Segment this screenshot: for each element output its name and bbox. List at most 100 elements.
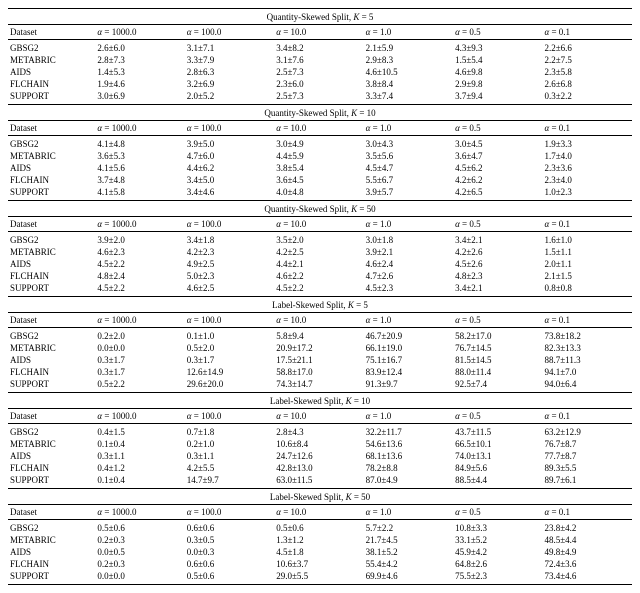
- cell-value: 1.0±2.3: [542, 186, 632, 201]
- alpha-value: 1.0: [380, 315, 391, 325]
- cell-value: 4.1±5.8: [95, 186, 184, 201]
- cell-value: 45.9±4.2: [453, 546, 542, 558]
- cell-value: 2.8±4.3: [274, 424, 363, 439]
- cell-value: 3.3±7.4: [364, 90, 453, 105]
- cell-value: 92.5±7.4: [453, 378, 542, 393]
- cell-value: 3.4±5.0: [185, 174, 274, 186]
- cell-value: 1.4±5.3: [95, 66, 184, 78]
- cell-value: 83.9±12.4: [364, 366, 453, 378]
- alpha-value: 10.0: [291, 315, 307, 325]
- cell-value: 29.6±20.0: [185, 378, 274, 393]
- table-row: GBSG22.6±6.03.1±7.13.4±8.22.1±5.94.3±9.3…: [8, 40, 632, 55]
- cell-value: 1.9±4.6: [95, 78, 184, 90]
- cell-value: 68.1±13.6: [364, 450, 453, 462]
- dataset-name: METABRIC: [8, 150, 95, 162]
- dataset-name: SUPPORT: [8, 90, 95, 105]
- cell-value: 4.2±2.3: [185, 246, 274, 258]
- dataset-name: SUPPORT: [8, 378, 95, 393]
- cell-value: 4.6±10.5: [364, 66, 453, 78]
- cell-value: 0.1±0.4: [95, 474, 184, 489]
- cell-value: 3.4±8.2: [274, 40, 363, 55]
- cell-value: 3.7±9.4: [453, 90, 542, 105]
- cell-value: 4.3±9.3: [453, 40, 542, 55]
- col-header-alpha: α = 10.0: [274, 217, 363, 232]
- cell-value: 0.7±1.8: [185, 424, 274, 439]
- dataset-name: FLCHAIN: [8, 366, 95, 378]
- col-header-alpha: α = 1.0: [364, 505, 453, 520]
- cell-value: 4.6±2.3: [95, 246, 184, 258]
- cell-value: 2.3±5.8: [542, 66, 632, 78]
- cell-value: 0.3±1.7: [185, 354, 274, 366]
- cell-value: 82.3±13.3: [542, 342, 632, 354]
- col-header-alpha: α = 10.0: [274, 505, 363, 520]
- col-header-alpha: α = 0.1: [542, 409, 632, 424]
- col-header-dataset: Dataset: [8, 121, 95, 136]
- cell-value: 87.0±4.9: [364, 474, 453, 489]
- cell-value: 3.4±2.1: [453, 232, 542, 247]
- section-K-value: 5: [363, 300, 368, 310]
- cell-value: 2.5±7.3: [274, 66, 363, 78]
- cell-value: 4.6±2.2: [274, 270, 363, 282]
- dataset-name: GBSG2: [8, 520, 95, 535]
- cell-value: 0.1±0.4: [95, 438, 184, 450]
- dataset-name: SUPPORT: [8, 282, 95, 297]
- cell-value: 1.9±3.3: [542, 136, 632, 151]
- cell-value: 4.1±4.8: [95, 136, 184, 151]
- alpha-value: 100.0: [201, 219, 221, 229]
- dataset-name: SUPPORT: [8, 474, 95, 489]
- cell-value: 0.5±0.6: [185, 570, 274, 585]
- cell-value: 0.5±0.6: [274, 520, 363, 535]
- alpha-value: 10.0: [291, 219, 307, 229]
- alpha-value: 0.5: [469, 411, 480, 421]
- cell-value: 0.3±1.1: [185, 450, 274, 462]
- cell-value: 0.0±0.5: [95, 546, 184, 558]
- alpha-value: 1.0: [380, 507, 391, 517]
- table-row: FLCHAIN4.8±2.45.0±2.34.6±2.24.7±2.64.8±2…: [8, 270, 632, 282]
- col-header-alpha: α = 0.5: [453, 25, 542, 40]
- cell-value: 24.7±12.6: [274, 450, 363, 462]
- cell-value: 0.2±0.3: [95, 534, 184, 546]
- section-title-prefix: Label-Skewed Split,: [270, 396, 346, 406]
- table-row: AIDS0.0±0.50.0±0.34.5±1.838.1±5.245.9±4.…: [8, 546, 632, 558]
- table-row: FLCHAIN1.9±4.63.2±6.92.3±6.03.8±8.42.9±9…: [8, 78, 632, 90]
- alpha-value: 0.5: [469, 315, 480, 325]
- table-row: METABRIC0.1±0.40.2±1.010.6±8.454.6±13.66…: [8, 438, 632, 450]
- col-header-dataset: Dataset: [8, 505, 95, 520]
- cell-value: 29.0±5.5: [274, 570, 363, 585]
- col-header-alpha: α = 0.1: [542, 121, 632, 136]
- cell-value: 0.1±1.0: [185, 328, 274, 343]
- cell-value: 1.5±1.1: [542, 246, 632, 258]
- results-table: Quantity-Skewed Split, K = 5Datasetα = 1…: [8, 8, 632, 585]
- alpha-value: 100.0: [201, 507, 221, 517]
- cell-value: 3.0±1.8: [364, 232, 453, 247]
- col-header-alpha: α = 0.1: [542, 505, 632, 520]
- cell-value: 4.2±6.2: [453, 174, 542, 186]
- alpha-value: 1.0: [380, 27, 391, 37]
- alpha-value: 0.1: [559, 507, 570, 517]
- col-header-alpha: α = 0.1: [542, 313, 632, 328]
- dataset-name: GBSG2: [8, 40, 95, 55]
- cell-value: 10.6±8.4: [274, 438, 363, 450]
- section-title-prefix: Quantity-Skewed Split,: [264, 108, 351, 118]
- col-header-alpha: α = 1000.0: [95, 505, 184, 520]
- col-header-alpha: α = 10.0: [274, 313, 363, 328]
- cell-value: 76.7±14.5: [453, 342, 542, 354]
- cell-value: 1.5±5.4: [453, 54, 542, 66]
- cell-value: 2.5±7.3: [274, 90, 363, 105]
- table-row: AIDS0.3±1.10.3±1.124.7±12.668.1±13.674.0…: [8, 450, 632, 462]
- table-row: GBSG23.9±2.03.4±1.83.5±2.03.0±1.83.4±2.1…: [8, 232, 632, 247]
- cell-value: 3.5±5.6: [364, 150, 453, 162]
- cell-value: 2.0±1.1: [542, 258, 632, 270]
- dataset-name: AIDS: [8, 66, 95, 78]
- table-row: METABRIC2.8±7.33.3±7.93.1±7.62.9±8.31.5±…: [8, 54, 632, 66]
- alpha-value: 10.0: [291, 507, 307, 517]
- dataset-name: FLCHAIN: [8, 558, 95, 570]
- dataset-name: AIDS: [8, 258, 95, 270]
- cell-value: 58.2±17.0: [453, 328, 542, 343]
- cell-value: 88.0±11.4: [453, 366, 542, 378]
- cell-value: 3.9±5.0: [185, 136, 274, 151]
- cell-value: 23.8±4.2: [542, 520, 632, 535]
- cell-value: 4.5±4.7: [364, 162, 453, 174]
- cell-value: 4.7±2.6: [364, 270, 453, 282]
- cell-value: 2.2±6.6: [542, 40, 632, 55]
